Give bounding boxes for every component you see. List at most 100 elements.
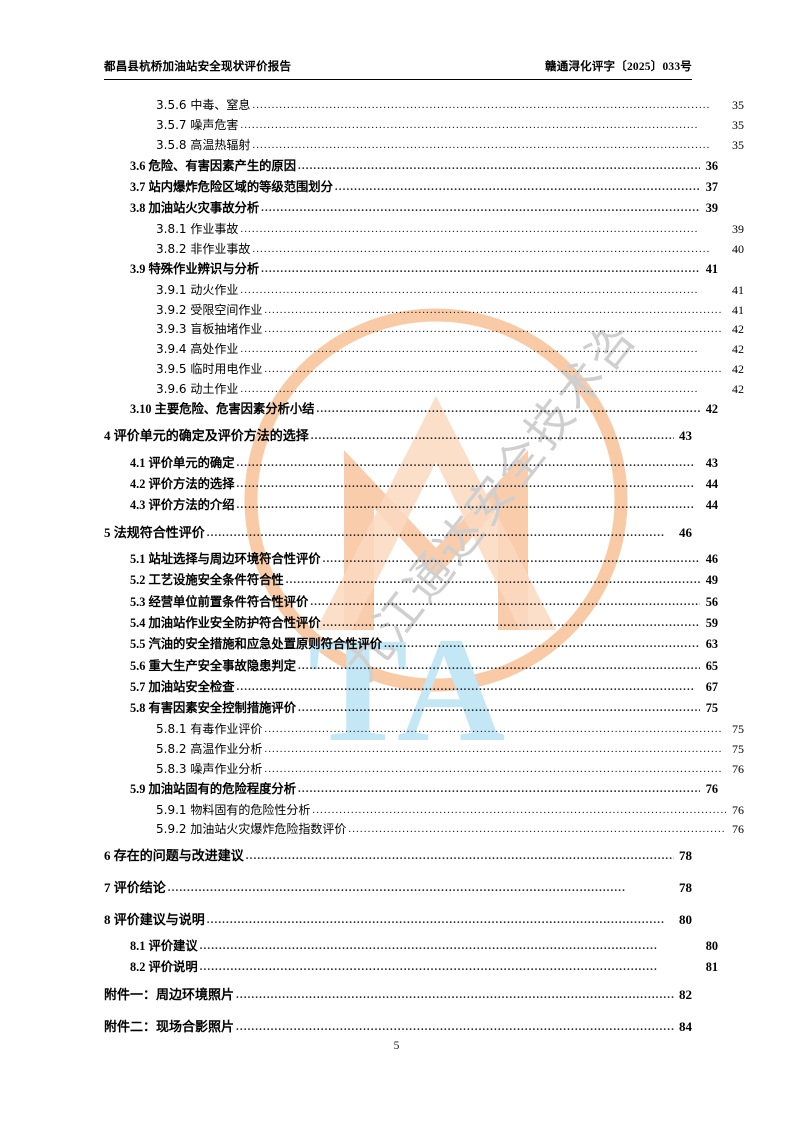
toc-entry-page-number: 42	[705, 402, 718, 417]
toc-leader-dots: ........................................…	[348, 824, 726, 836]
toc-entry-page-number: 44	[705, 498, 718, 513]
toc-entry-label: 4.1 评价单元的确定	[130, 455, 235, 470]
toc-entry-label: 5.6 重大生产安全事故隐患判定	[130, 658, 297, 673]
toc-leader-dots: ........................................…	[264, 743, 723, 755]
toc-leader-dots: ........................................…	[322, 553, 700, 565]
toc-entry[interactable]: 8 评价建议与说明...............................…	[104, 904, 692, 936]
toc-leader-dots: ........................................…	[240, 383, 699, 395]
toc-entry-page-number: 40	[732, 241, 744, 256]
toc-leader-dots: ........................................…	[240, 223, 699, 235]
header-report-title: 都昌县杭桥加油站安全现状评价报告	[104, 61, 292, 73]
toc-entry[interactable]: 5.8.3 噪声作业分析............................…	[156, 759, 744, 779]
toc-leader-dots: ........................................…	[240, 120, 699, 132]
toc-entry-page-number: 42	[732, 342, 744, 357]
toc-entry[interactable]: 3.5.6 中毒、窒息.............................…	[156, 96, 744, 116]
toc-entry-page-number: 42	[732, 322, 744, 337]
toc-entry[interactable]: 5.9 加油站固有的危险程度分析........................…	[130, 779, 718, 800]
toc-entry[interactable]: 4.3 评价方法的介绍.............................…	[130, 495, 718, 516]
toc-entry-page-number: 78	[679, 847, 692, 863]
toc-entry-label: 5.1 站址选择与周边环境符合性评价	[130, 551, 321, 566]
toc-entry[interactable]: 4.1 评价单元的确定.............................…	[130, 452, 718, 473]
toc-entry[interactable]: 6 存在的问题与改进建议............................…	[104, 840, 692, 872]
toc-entry-page-number: 80	[679, 911, 692, 927]
toc-entry[interactable]: 3.9.5 临时用电作业............................…	[156, 360, 744, 380]
toc-entry-label: 4.3 评价方法的介绍	[130, 498, 235, 513]
toc-entry[interactable]: 3.9.2 受限空间作业............................…	[156, 300, 744, 320]
toc-entry[interactable]: 3.9.3 盲板抽堵作业............................…	[156, 320, 744, 340]
toc-entry[interactable]: 3.9.4 高处作业..............................…	[156, 340, 744, 360]
toc-entry[interactable]: 5.3 经营单位前置条件符合性评价.......................…	[130, 591, 718, 612]
toc-entry[interactable]: 5.6 重大生产安全事故隐患判定........................…	[130, 655, 718, 676]
toc-leader-dots: ........................................…	[322, 617, 700, 629]
toc-entry-label: 3.9.1 动火作业	[156, 282, 239, 297]
toc-leader-dots: ........................................…	[236, 989, 674, 1001]
toc-entry-page-number: 35	[732, 118, 744, 133]
toc-entry-label: 3.10 主要危险、危害因素分析小结	[130, 402, 315, 417]
toc-entry[interactable]: 5.9.2 加油站火灾爆炸危险指数评价.....................…	[156, 820, 744, 840]
toc-entry-label: 3.9.2 受限空间作业	[156, 302, 263, 317]
toc-leader-dots: ........................................…	[316, 404, 700, 416]
toc-entry[interactable]: 5.8.2 高温作业分析............................…	[156, 739, 744, 759]
toc-entry-label: 4.2 评价方法的选择	[130, 477, 235, 492]
toc-entry[interactable]: 3.5.7 噪声危害..............................…	[156, 116, 744, 136]
toc-leader-dots: ........................................…	[310, 596, 700, 608]
toc-entry[interactable]: 5.2 工艺设施安全条件符合性.........................…	[130, 570, 718, 591]
toc-entry[interactable]: 3.8 加油站火灾事故分析...........................…	[130, 198, 718, 219]
toc-entry[interactable]: 附件一：周边环境照片..............................…	[104, 979, 692, 1011]
toc-entry-page-number: 59	[705, 615, 718, 630]
toc-entry[interactable]: 5.7 加油站安全检查.............................…	[130, 677, 718, 698]
toc-entry[interactable]: 7 评价结论..................................…	[104, 872, 692, 904]
page-header: 都昌县杭桥加油站安全现状评价报告 赣通浔化评字〔2025〕033号	[104, 58, 692, 80]
toc-leader-dots: ........................................…	[285, 575, 700, 587]
toc-entry-page-number: 75	[732, 741, 744, 756]
toc-entry[interactable]: 3.6 危险、有害因素产生的原因........................…	[130, 155, 718, 176]
toc-entry-label: 8.1 评价建议	[130, 939, 198, 954]
toc-entry-label: 5.9.1 物料固有的危险性分析	[156, 802, 311, 817]
page-number-footer: 5	[393, 1040, 400, 1052]
toc-entry-page-number: 42	[732, 381, 744, 396]
toc-entry[interactable]: 3.9.1 动火作业..............................…	[156, 280, 744, 300]
toc-entry[interactable]: 3.7 站内爆炸危险区域的等级范围划分.....................…	[130, 177, 718, 198]
toc-entry[interactable]: 4 评价单元的确定及评价方法的选择.......................…	[104, 420, 692, 452]
toc-entry-page-number: 44	[705, 477, 718, 492]
toc-entry-label: 4 评价单元的确定及评价方法的选择	[104, 428, 309, 444]
toc-entry-label: 3.5.6 中毒、窒息	[156, 98, 251, 113]
toc-entry-label: 5.9.2 加油站火灾爆炸危险指数评价	[156, 822, 347, 837]
toc-entry[interactable]: 8.1 评价建议................................…	[130, 936, 718, 957]
toc-entry[interactable]: 3.5.8 高温热辐射.............................…	[156, 136, 744, 156]
toc-leader-dots: ........................................…	[310, 431, 674, 443]
toc-entry[interactable]: 5.5 汽油的安全措施和应急处置原则符合性评价.................…	[130, 634, 718, 655]
toc-entry-page-number: 39	[732, 221, 744, 236]
toc-entry-page-number: 76	[705, 782, 718, 797]
toc-entry[interactable]: 8.2 评价说明................................…	[130, 957, 718, 978]
toc-entry[interactable]: 3.9.6 动土作业..............................…	[156, 379, 744, 399]
toc-entry[interactable]: 5 法规符合性评价...............................…	[104, 517, 692, 549]
toc-entry[interactable]: 附件二：现场合影照片..............................…	[104, 1011, 692, 1043]
toc-entry-page-number: 65	[705, 658, 718, 673]
toc-leader-dots: ........................................…	[167, 882, 626, 894]
toc-entry[interactable]: 4.2 评价方法的选择.............................…	[130, 474, 718, 495]
toc-entry[interactable]: 3.8.2 非作业事故.............................…	[156, 239, 744, 259]
toc-leader-dots: ........................................…	[252, 139, 711, 151]
toc-entry[interactable]: 5.8 有害因素安全控制措施评价........................…	[130, 698, 718, 719]
toc-entry[interactable]: 3.10 主要危险、危害因素分析小结......................…	[130, 399, 718, 420]
toc-leader-dots: ........................................…	[298, 784, 700, 796]
toc-entry-page-number: 39	[705, 201, 718, 216]
toc-leader-dots: ........................................…	[264, 363, 723, 375]
toc-entry-label: 6 存在的问题与改进建议	[104, 847, 244, 863]
toc-entry-label: 3.9 特殊作业辨识与分析	[130, 262, 260, 277]
toc-entry[interactable]: 3.9 特殊作业辨识与分析...........................…	[130, 259, 718, 280]
toc-entry[interactable]: 5.9.1 物料固有的危险性分析........................…	[156, 800, 744, 820]
toc-leader-dots: ........................................…	[199, 941, 658, 953]
toc-entry-page-number: 36	[705, 158, 718, 173]
toc-entry[interactable]: 5.1 站址选择与周边环境符合性评价......................…	[130, 549, 718, 570]
toc-entry[interactable]: 5.8.1 有毒作业评价............................…	[156, 720, 744, 740]
toc-entry-label: 5.8.3 噪声作业分析	[156, 761, 263, 776]
toc-entry-label: 5.8.2 高温作业分析	[156, 741, 263, 756]
toc-entry-label: 3.9.3 盲板抽堵作业	[156, 322, 263, 337]
toc-entry-label: 附件一：周边环境照片	[104, 986, 235, 1002]
toc-entry[interactable]: 5.4 加油站作业安全防护符合性评价......................…	[130, 613, 718, 634]
toc-entry-label: 3.6 危险、有害因素产生的原因	[130, 158, 297, 173]
toc-entry[interactable]: 3.8.1 作业事故..............................…	[156, 219, 744, 239]
